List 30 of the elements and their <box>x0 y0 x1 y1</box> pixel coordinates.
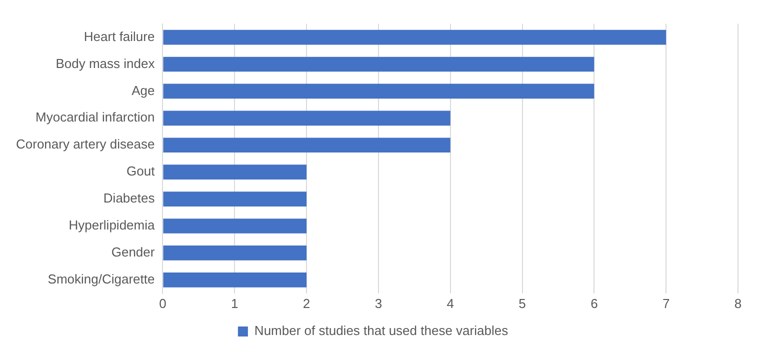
y-tick-label: Heart failure <box>84 28 155 44</box>
y-tick-label: Diabetes <box>103 190 156 206</box>
bar <box>163 110 450 126</box>
x-tick-label: 6 <box>590 296 598 311</box>
x-tick-label: 1 <box>231 296 238 311</box>
y-tick-label: Coronary artery disease <box>16 136 155 152</box>
y-tick-label: Hyperlipidemia <box>68 218 156 233</box>
bar <box>163 84 594 99</box>
bar <box>163 192 307 206</box>
x-tick-label: 7 <box>662 296 670 311</box>
bar <box>163 30 666 45</box>
bar <box>163 56 594 72</box>
bar <box>163 272 307 288</box>
bar <box>163 246 307 260</box>
y-tick-label: Smoking/Cigarette <box>48 272 155 286</box>
bar <box>163 218 307 234</box>
x-tick-label: 3 <box>374 296 382 311</box>
y-tick-label: Myocardial infarction <box>36 110 155 125</box>
bar <box>163 138 450 153</box>
y-tick-label: Body mass index <box>56 56 156 71</box>
y-tick-label: Age <box>132 82 155 98</box>
x-tick-label: 4 <box>446 296 454 311</box>
x-tick-label: 2 <box>302 296 310 311</box>
y-tick-label: Gout <box>126 164 156 179</box>
y-tick-label: Gender <box>111 244 156 260</box>
x-tick-label: 0 <box>159 296 166 311</box>
x-tick-label: 8 <box>734 296 742 311</box>
legend-label: Number of studies that used these variables <box>254 323 509 338</box>
x-tick-label: 5 <box>518 296 526 311</box>
bar <box>163 164 307 180</box>
